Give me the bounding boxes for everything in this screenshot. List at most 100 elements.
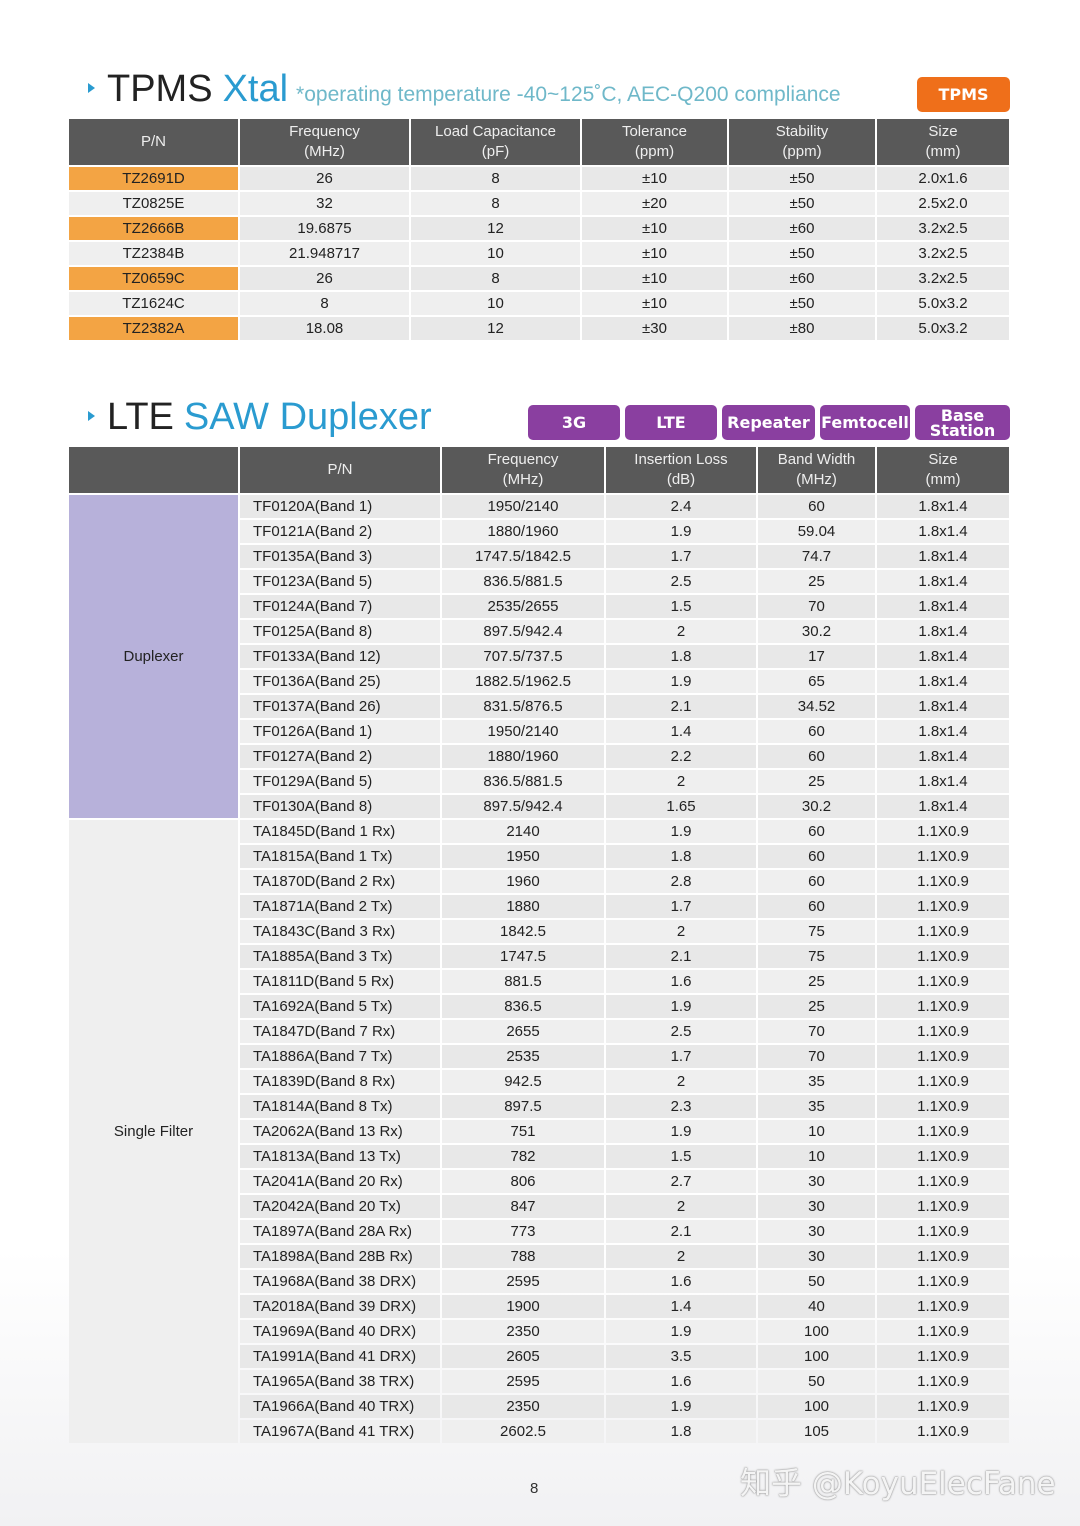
cell: 1.1X0.9 — [877, 1245, 1009, 1268]
table-row: TA1839D(Band 8 Rx) 942.5 2 35 1.1X0.9 — [69, 1070, 1009, 1093]
column-header: Frequency (MHz) — [442, 447, 604, 493]
table-row: TZ1624C 8 10 ±10 ±50 5.0x3.2 — [69, 292, 1009, 315]
category-cell: Duplexer — [69, 495, 238, 818]
bullet-triangle-icon — [88, 83, 95, 93]
cell: 2 — [606, 920, 756, 943]
cell: ±50 — [729, 167, 875, 190]
table-row: TA2018A(Band 39 DRX) 1900 1.4 40 1.1X0.9 — [69, 1295, 1009, 1318]
operating-note: *operating temperature -40~125˚C, AEC-Q2… — [296, 83, 841, 106]
cell: 1900 — [442, 1295, 604, 1318]
cell: 25 — [758, 970, 875, 993]
part-number: TZ0825E — [69, 192, 238, 215]
table-row: TF0126A(Band 1) 1950/2140 1.4 60 1.8x1.4 — [69, 720, 1009, 743]
part-number: TA1967A(Band 41 TRX) — [240, 1420, 440, 1443]
part-number: TF0127A(Band 2) — [240, 745, 440, 768]
cell: 70 — [758, 1045, 875, 1068]
column-header: Size (mm) — [877, 447, 1009, 493]
cell: ±20 — [582, 192, 727, 215]
badge-3g: 3G — [528, 405, 620, 440]
cell: 1882.5/1962.5 — [442, 670, 604, 693]
badge-repeater: Repeater — [722, 405, 815, 440]
cell: ±30 — [582, 317, 727, 340]
part-number: TA1692A(Band 5 Tx) — [240, 995, 440, 1018]
cell: 1.1X0.9 — [877, 1070, 1009, 1093]
part-number: TF0137A(Band 26) — [240, 695, 440, 718]
part-number: TA1969A(Band 40 DRX) — [240, 1320, 440, 1343]
cell: 2655 — [442, 1020, 604, 1043]
table-row: TA1965A(Band 38 TRX) 2595 1.6 50 1.1X0.9 — [69, 1370, 1009, 1393]
cell: 1.6 — [606, 1270, 756, 1293]
cell: 707.5/737.5 — [442, 645, 604, 668]
part-number: TA1814A(Band 8 Tx) — [240, 1095, 440, 1118]
part-number: TF0125A(Band 8) — [240, 620, 440, 643]
cell: 3.2x2.5 — [877, 267, 1009, 290]
cell: 5.0x3.2 — [877, 317, 1009, 340]
cell: 1842.5 — [442, 920, 604, 943]
part-number: TZ2691D — [69, 167, 238, 190]
part-number: TA1965A(Band 38 TRX) — [240, 1370, 440, 1393]
cell: 50 — [758, 1270, 875, 1293]
part-number: TA2062A(Band 13 Rx) — [240, 1120, 440, 1143]
cell: 1.1X0.9 — [877, 995, 1009, 1018]
part-number: TF0129A(Band 5) — [240, 770, 440, 793]
cell: 1.1X0.9 — [877, 970, 1009, 993]
cell: 21.948717 — [240, 242, 409, 265]
cell: 1.9 — [606, 820, 756, 843]
cell: 35 — [758, 1070, 875, 1093]
part-number: TA1815A(Band 1 Tx) — [240, 845, 440, 868]
table-row: TF0124A(Band 7) 2535/2655 1.5 70 1.8x1.4 — [69, 595, 1009, 618]
table-row: TA1886A(Band 7 Tx) 2535 1.7 70 1.1X0.9 — [69, 1045, 1009, 1068]
table-row: TA1811D(Band 5 Rx) 881.5 1.6 25 1.1X0.9 — [69, 970, 1009, 993]
cell: 12 — [411, 317, 580, 340]
table-row: TF0125A(Band 8) 897.5/942.4 2 30.2 1.8x1.4 — [69, 620, 1009, 643]
cell: 2.8 — [606, 870, 756, 893]
table-row: TA1813A(Band 13 Tx) 782 1.5 10 1.1X0.9 — [69, 1145, 1009, 1168]
header-unit: (MHz) — [304, 143, 345, 160]
column-header: Band Width (MHz) — [758, 447, 875, 493]
cell: 1950 — [442, 845, 604, 868]
cell: 2.2 — [606, 745, 756, 768]
cell: 1.1X0.9 — [877, 1370, 1009, 1393]
column-header: Tolerance (ppm) — [582, 119, 727, 165]
column-header: Insertion Loss (dB) — [606, 447, 756, 493]
table-row: TA1847D(Band 7 Rx) 2655 2.5 70 1.1X0.9 — [69, 1020, 1009, 1043]
cell: 40 — [758, 1295, 875, 1318]
watermark: 知乎 @KoyuElecFane — [740, 1466, 1056, 1502]
cell: 2 — [606, 770, 756, 793]
part-number: TA1885A(Band 3 Tx) — [240, 945, 440, 968]
table-row: TF0130A(Band 8) 897.5/942.4 1.65 30.2 1.8x1.… — [69, 795, 1009, 818]
badge-lte: LTE — [625, 405, 717, 440]
cell: 751 — [442, 1120, 604, 1143]
cell: 836.5/881.5 — [442, 570, 604, 593]
table-row: TA1897A(Band 28A Rx) 773 2.1 30 1.1X0.9 — [69, 1220, 1009, 1243]
header-label: P/N — [140, 133, 166, 150]
cell: 74.7 — [758, 545, 875, 568]
part-number: TA1897A(Band 28A Rx) — [240, 1220, 440, 1243]
table-row: TF0137A(Band 26) 831.5/876.5 2.1 34.52 1.8x1… — [69, 695, 1009, 718]
cell: 1.9 — [606, 1320, 756, 1343]
cell: 1880 — [442, 895, 604, 918]
cell: 1.9 — [606, 520, 756, 543]
table-row: TZ2384B 21.948717 10 ±10 ±50 3.2x2.5 — [69, 242, 1009, 265]
cell: 1.6 — [606, 1370, 756, 1393]
table-row: TZ2382A 18.08 12 ±30 ±80 5.0x3.2 — [69, 317, 1009, 340]
part-number: TF0136A(Band 25) — [240, 670, 440, 693]
cell: 2.1 — [606, 695, 756, 718]
cell: 10 — [758, 1145, 875, 1168]
header-label: P/N — [327, 461, 353, 478]
bullet-triangle-icon — [88, 411, 95, 421]
cell: 8 — [411, 192, 580, 215]
lte-section-title: LTE SAW Duplexer — [88, 396, 432, 439]
cell: 1.6 — [606, 970, 756, 993]
part-number: TA1898A(Band 28B Rx) — [240, 1245, 440, 1268]
cell: 105 — [758, 1420, 875, 1443]
cell: 26 — [240, 267, 409, 290]
cell: 25 — [758, 570, 875, 593]
cell: 1.8x1.4 — [877, 520, 1009, 543]
cell: 1.8x1.4 — [877, 595, 1009, 618]
cell: 1.9 — [606, 995, 756, 1018]
table-row: TA1969A(Band 40 DRX) 2350 1.9 100 1.1X0.9 — [69, 1320, 1009, 1343]
part-number: TF0135A(Band 3) — [240, 545, 440, 568]
header-label: Frequency — [289, 123, 360, 140]
table-row: TA1966A(Band 40 TRX) 2350 1.9 100 1.1X0.9 — [69, 1395, 1009, 1418]
